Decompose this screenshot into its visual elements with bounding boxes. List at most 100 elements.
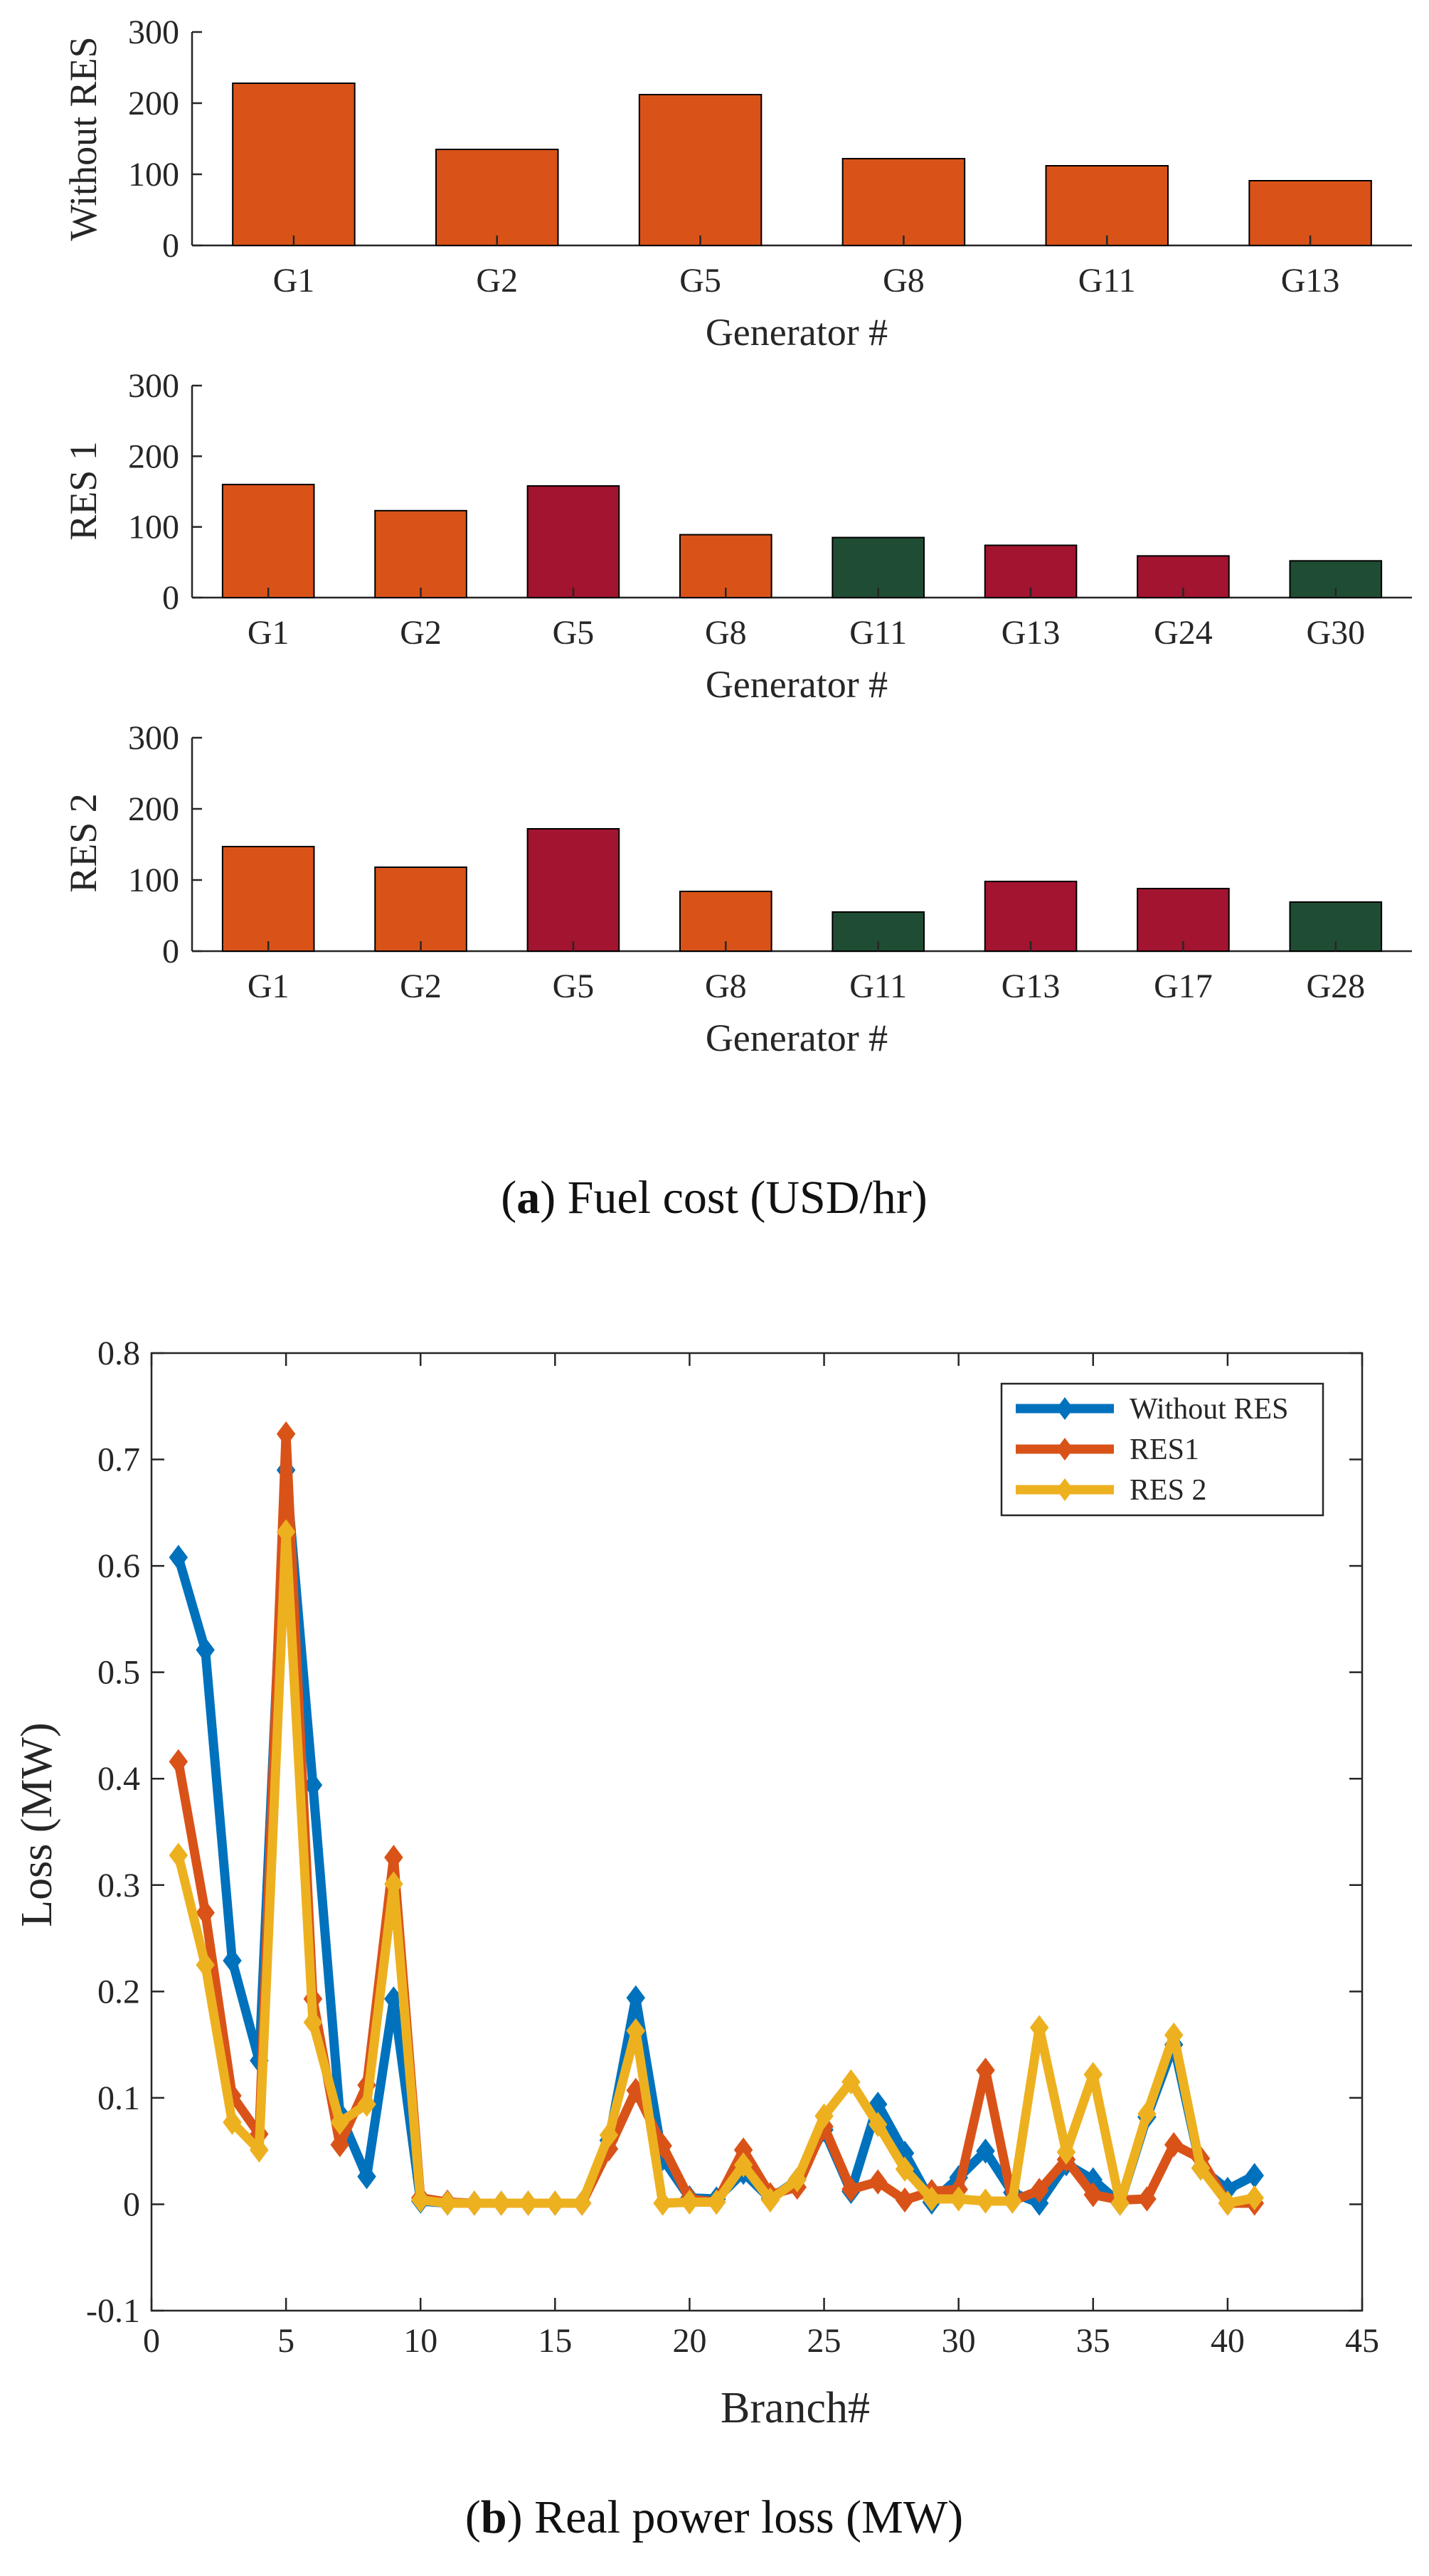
data-point (1029, 2178, 1049, 2203)
bar (984, 881, 1078, 952)
x-tick-label: 5 (277, 2322, 294, 2360)
caption-a: (a) Fuel cost (USD/hr) (501, 1172, 927, 1224)
xlabel: Generator # (706, 663, 888, 706)
legend-item: RES 2 (1016, 1474, 1207, 1507)
x-tick-label: G11 (849, 614, 907, 652)
caption-b-letter: b (481, 2491, 507, 2543)
y-tick-label: 0.2 (97, 1973, 140, 2010)
caption-b: (b) Real power loss (MW) (465, 2491, 963, 2543)
y-tick-label: 200 (128, 85, 179, 122)
x-tick-label: G1 (248, 614, 289, 652)
y-tick-label: 300 (128, 719, 179, 757)
legend-label: RES 2 (1130, 1474, 1207, 1507)
bar (638, 94, 763, 246)
y-tick-label: 0 (162, 579, 179, 617)
data-point (357, 2163, 376, 2190)
x-tick-label: 45 (1345, 2322, 1379, 2360)
data-point (1056, 2139, 1076, 2165)
data-point (196, 1637, 215, 1663)
x-tick-label: G5 (553, 968, 595, 1005)
data-point (1164, 2022, 1184, 2048)
data-point (1137, 2186, 1157, 2212)
data-point (303, 1772, 323, 1798)
bar-chart-res-1: RES 1 Generator # 0 100 200 300 G1 G2 G5 G8 G11 G… (62, 367, 1412, 706)
bar (221, 846, 315, 952)
legend-label: RES1 (1130, 1433, 1199, 1466)
x-tick-label: G5 (679, 262, 721, 300)
xlabel: Branch# (721, 2384, 870, 2432)
data-point (1003, 2188, 1022, 2214)
data-point (546, 2190, 565, 2216)
data-point (976, 2188, 995, 2214)
legend-marker (1056, 1397, 1073, 1420)
data-point (1029, 2015, 1049, 2040)
data-point (196, 1952, 215, 1978)
x-tick-label: G1 (248, 968, 289, 1005)
data-point (626, 1985, 646, 2010)
y-tick-label: 0.8 (97, 1335, 140, 1372)
ylabel: RES 2 (62, 793, 105, 893)
data-point (169, 1544, 188, 1570)
data-point (1218, 2190, 1238, 2216)
legend-item: RES1 (1016, 1433, 1199, 1466)
bar (841, 158, 966, 246)
data-point (303, 2010, 323, 2035)
data-point (1137, 2101, 1157, 2126)
caption-a-letter: a (516, 1172, 540, 1224)
x-tick-label: G13 (1281, 262, 1340, 300)
data-point (464, 2190, 484, 2216)
bar-chart-without-res: Without RES Generator # 0 100 200 300 G1 G2 G5… (62, 14, 1412, 354)
y-tick-label: 0.4 (97, 1760, 140, 1798)
bar (435, 149, 559, 246)
x-tick-label: G2 (400, 614, 442, 652)
data-point (519, 2190, 538, 2216)
y-tick-label: 300 (128, 367, 179, 405)
data-point (868, 2111, 888, 2137)
x-tick-label: 10 (403, 2322, 437, 2360)
data-point (976, 2057, 995, 2083)
legend-marker (1056, 1478, 1073, 1501)
data-point (895, 2187, 915, 2213)
y-tick-label: 100 (128, 156, 179, 194)
x-tick-label: G30 (1306, 614, 1365, 652)
data-point (169, 1843, 188, 1868)
legend: Without RES RES1 RES 2 (1000, 1382, 1324, 1517)
data-point (223, 2109, 242, 2135)
y-tick-label: 100 (128, 862, 179, 899)
x-tick-label: G17 (1154, 968, 1213, 1005)
data-point (626, 2018, 646, 2044)
x-tick-label: G2 (476, 262, 518, 300)
data-point (841, 2176, 861, 2203)
data-point (707, 2189, 726, 2215)
y-tick-label: 0 (162, 933, 179, 970)
data-point (949, 2186, 968, 2212)
x-tick-label: 30 (942, 2322, 976, 2360)
x-tick-label: G28 (1306, 968, 1365, 1005)
data-point (330, 2109, 350, 2135)
y-tick-label: 200 (128, 790, 179, 828)
data-point (653, 2190, 672, 2216)
data-point (384, 1845, 403, 1870)
data-point (814, 2103, 834, 2129)
x-tick-label: G13 (1002, 968, 1061, 1005)
data-point (895, 2156, 915, 2182)
x-tick-label: G5 (553, 614, 595, 652)
data-point (330, 2132, 350, 2158)
x-tick-label: 40 (1211, 2322, 1245, 2360)
data-point (196, 1899, 215, 1926)
y-tick-label: 300 (128, 14, 179, 51)
x-tick-label: 25 (807, 2322, 841, 2360)
bar (1248, 180, 1372, 246)
data-point (250, 2137, 269, 2163)
x-tick-label: 0 (143, 2322, 160, 2360)
x-tick-label: G8 (883, 262, 925, 300)
y-tick-label: 0 (162, 227, 179, 265)
x-tick-label: 35 (1076, 2322, 1110, 2360)
data-point (1083, 2182, 1103, 2207)
data-point (680, 2189, 699, 2215)
data-point (1029, 2190, 1049, 2216)
y-tick-label: 0.5 (97, 1654, 140, 1692)
data-point (1083, 2062, 1103, 2087)
data-point (1191, 2155, 1211, 2181)
